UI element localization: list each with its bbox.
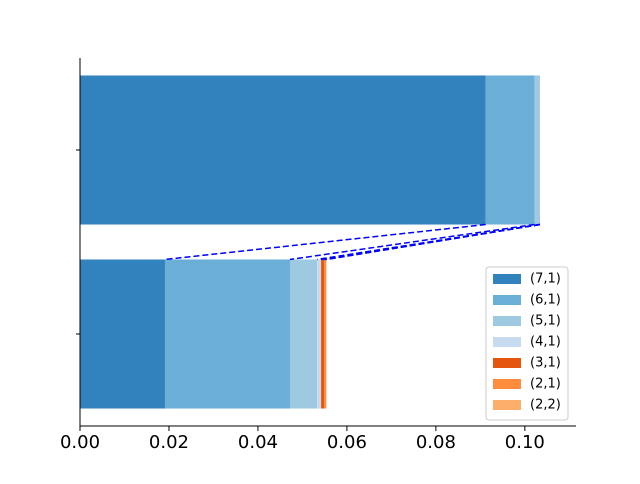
legend-label: (4,1) xyxy=(530,335,561,350)
legend-label: (7,1) xyxy=(530,272,561,287)
legend-label: (3,1) xyxy=(530,356,561,371)
bar-segment xyxy=(324,259,326,408)
legend-swatch xyxy=(493,337,521,347)
legend-swatch xyxy=(493,400,521,410)
legend-swatch xyxy=(493,316,521,326)
connector xyxy=(326,225,540,260)
bar-segment xyxy=(80,75,486,224)
bar-segment xyxy=(317,259,321,408)
x-tick-label: 0.10 xyxy=(505,432,545,453)
bar-segment xyxy=(165,259,290,408)
x-tick-label: 0.06 xyxy=(327,432,367,453)
x-tick-label: 0.02 xyxy=(149,432,189,453)
bar-segment xyxy=(321,259,324,408)
legend: (7,1) (6,1) (5,1) (4,1) (3,1) (2,1) (2,2) xyxy=(486,267,568,420)
x-tick-label: 0.08 xyxy=(416,432,456,453)
legend-swatch xyxy=(493,379,521,389)
bar-segment xyxy=(486,75,535,224)
legend-label: (2,1) xyxy=(530,377,561,392)
x-tick-label: 0.00 xyxy=(60,432,100,453)
legend-swatch xyxy=(493,295,521,305)
legend-swatch xyxy=(493,358,521,368)
bar-segment xyxy=(80,259,165,408)
legend-swatch xyxy=(493,274,521,284)
bar-segment xyxy=(290,259,317,408)
x-tick-label: 0.04 xyxy=(238,432,278,453)
connector xyxy=(290,225,535,260)
bar-segment xyxy=(535,75,540,224)
legend-label: (2,2) xyxy=(530,398,561,413)
legend-label: (6,1) xyxy=(530,293,561,308)
legend-label: (5,1) xyxy=(530,314,561,329)
